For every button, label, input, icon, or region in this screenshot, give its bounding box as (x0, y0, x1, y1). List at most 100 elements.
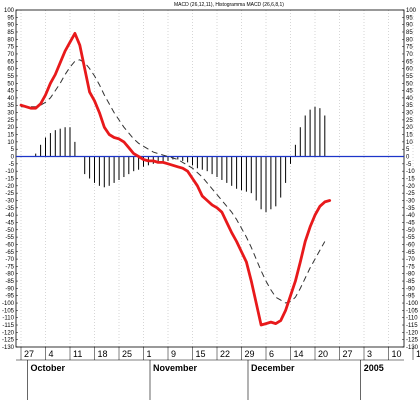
y-tick-label: 15 (7, 133, 14, 139)
y-tick-label: -105 (2, 308, 15, 314)
y-tick-label: -15 (406, 177, 415, 183)
x-axis: 2741118251915222961420273101724OctoberNo… (16, 347, 420, 400)
y-tick-label: 40 (406, 96, 413, 102)
y-tick-label: 10 (7, 140, 14, 146)
y-tick-label: -80 (406, 272, 415, 278)
y-tick-label: -110 (2, 316, 14, 322)
y-tick-label: 65 (7, 59, 14, 65)
x-tick-label: 10 (392, 349, 402, 359)
y-tick-label: -80 (5, 272, 14, 278)
y-tick-label: 45 (406, 89, 413, 95)
y-tick-label: -100 (2, 301, 15, 307)
y-tick-label: -75 (406, 264, 415, 270)
y-tick-label: -50 (406, 228, 415, 234)
y-tick-label: -45 (406, 220, 415, 226)
y-tick-label: 80 (406, 37, 413, 43)
month-label: November (153, 363, 198, 373)
y-tick-label: 75 (7, 45, 14, 51)
y-tick-label: -25 (5, 191, 14, 197)
y-tick-label: -125 (2, 338, 15, 344)
y-tick-label: 85 (7, 30, 14, 36)
y-tick-label: -5 (9, 162, 15, 168)
x-tick-label: 1 (147, 349, 152, 359)
month-label: October (31, 363, 66, 373)
y-tick-label: 30 (7, 111, 14, 117)
y-tick-label: 5 (406, 147, 410, 153)
month-label: December (251, 363, 295, 373)
y-axis-left: 1009590858075706560555045403530252015105… (2, 8, 18, 351)
y-tick-label: -60 (406, 242, 415, 248)
x-tick-label: 9 (171, 349, 176, 359)
y-tick-label: 70 (406, 52, 413, 58)
y-tick-label: 60 (406, 67, 413, 73)
y-tick-label: -70 (406, 257, 415, 263)
y-tick-label: -20 (5, 184, 14, 190)
x-tick-label: 27 (343, 349, 353, 359)
y-tick-label: -95 (5, 294, 14, 300)
y-tick-label: -35 (5, 206, 14, 212)
y-tick-label: 50 (7, 81, 14, 87)
y-tick-label: -15 (5, 177, 14, 183)
y-tick-label: 60 (7, 67, 14, 73)
y-tick-label: -50 (5, 228, 14, 234)
y-tick-label: 85 (406, 30, 413, 36)
y-tick-label: 55 (7, 74, 14, 80)
x-tick-label: 25 (122, 349, 132, 359)
y-tick-label: 25 (406, 118, 413, 124)
y-tick-label: 40 (7, 96, 14, 102)
y-tick-label: 100 (406, 8, 417, 14)
y-tick-label: -90 (406, 286, 415, 292)
y-tick-label: -115 (2, 323, 14, 329)
x-tick-label: 6 (269, 349, 274, 359)
y-tick-label: 90 (7, 23, 14, 29)
y-tick-label: -30 (406, 198, 415, 204)
y-axis-right: 1009590858075706560555045403530252015105… (402, 8, 419, 351)
x-tick-label: 22 (220, 349, 230, 359)
y-tick-label: -10 (406, 169, 415, 175)
y-tick-label: -110 (406, 316, 418, 322)
x-tick-label: 14 (294, 349, 304, 359)
x-tick-label: 17 (416, 349, 420, 359)
y-tick-label: 95 (7, 15, 14, 21)
y-tick-label: 45 (7, 89, 14, 95)
y-tick-label: 100 (4, 8, 15, 14)
y-tick-label: 20 (7, 125, 14, 131)
y-tick-label: 95 (406, 15, 413, 21)
y-tick-label: -100 (406, 301, 419, 307)
y-tick-label: -65 (5, 250, 14, 256)
y-tick-label: -40 (5, 213, 14, 219)
y-tick-label: 20 (406, 125, 413, 131)
y-tick-label: 50 (406, 81, 413, 87)
y-tick-label: -5 (406, 162, 412, 168)
chart-title: MACD (26,12,11), Histogramma MACD (26,6,… (174, 2, 284, 8)
y-tick-label: 35 (406, 103, 413, 109)
y-tick-label: -95 (406, 294, 415, 300)
y-tick-label: 0 (11, 155, 15, 161)
y-tick-label: -60 (5, 242, 14, 248)
y-tick-label: 15 (406, 133, 413, 139)
y-tick-label: -90 (5, 286, 14, 292)
y-tick-label: -65 (406, 250, 415, 256)
macd-line (19, 32, 332, 327)
y-tick-label: -120 (2, 330, 15, 336)
y-tick-label: -75 (5, 264, 14, 270)
y-tick-label: 75 (406, 45, 413, 51)
y-tick-label: -130 (2, 345, 15, 351)
y-tick-label: 10 (406, 140, 413, 146)
y-tick-label: 0 (406, 155, 410, 161)
y-tick-label: -35 (406, 206, 415, 212)
x-tick-label: 29 (245, 349, 255, 359)
y-tick-label: -55 (5, 235, 14, 241)
y-tick-label: -120 (406, 330, 419, 336)
y-tick-label: 80 (7, 37, 14, 43)
y-tick-label: -130 (406, 345, 419, 351)
y-tick-label: -25 (406, 191, 415, 197)
x-tick-label: 27 (24, 349, 34, 359)
y-tick-label: -70 (5, 257, 14, 263)
y-tick-label: 65 (406, 59, 413, 65)
y-tick-label: -85 (406, 279, 415, 285)
x-tick-label: 15 (196, 349, 206, 359)
x-tick-label: 4 (49, 349, 54, 359)
y-tick-label: -20 (406, 184, 415, 190)
